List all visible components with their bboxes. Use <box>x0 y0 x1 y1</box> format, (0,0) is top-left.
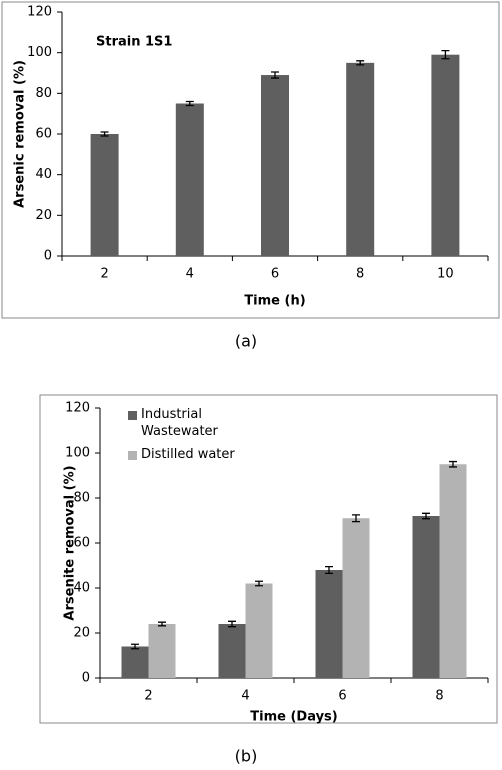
error-bar <box>449 460 457 468</box>
y-tick-label: 60 <box>35 127 52 142</box>
y-tick-label: 0 <box>82 671 90 686</box>
legend-item: Distilled water <box>141 447 235 462</box>
error-bar <box>325 565 333 575</box>
y-tick-label: 0 <box>44 249 52 264</box>
x-tick-label: 4 <box>241 689 249 704</box>
bar <box>346 62 375 257</box>
x-tick-label: 4 <box>186 267 194 282</box>
x-tick-label: 6 <box>338 689 346 704</box>
x-tick-label: 6 <box>271 267 279 282</box>
bar <box>218 624 246 678</box>
y-tick-label: 60 <box>73 536 90 551</box>
caption: (a) <box>235 332 257 351</box>
error-bar <box>100 131 109 137</box>
bar <box>431 54 460 257</box>
x-axis-label: Time (h) <box>244 294 305 309</box>
caption: (b) <box>235 747 258 766</box>
y-axis-label: Arsenite removal (%) <box>63 465 78 620</box>
bar <box>342 518 370 678</box>
error-bar <box>131 643 139 650</box>
error-bar <box>158 621 166 627</box>
y-tick-label: 100 <box>27 45 52 60</box>
legend-label: Distilled water <box>141 447 235 462</box>
y-tick-label: 40 <box>73 581 90 596</box>
x-axis-label: Time (Days) <box>250 710 337 725</box>
bar <box>245 583 273 678</box>
legend-swatch <box>128 411 137 420</box>
y-tick-label: 20 <box>73 626 90 641</box>
error-bar <box>422 512 430 520</box>
annotation: Strain 1S1 <box>96 35 172 50</box>
bar <box>90 134 119 256</box>
error-bar <box>441 49 450 60</box>
error-bar <box>356 60 365 66</box>
bar <box>412 516 440 678</box>
bar <box>148 624 176 678</box>
bar <box>175 103 204 256</box>
x-tick-label: 8 <box>356 267 364 282</box>
legend-item: Industrial Wastewater <box>141 407 218 439</box>
legend-label: Industrial Wastewater <box>141 407 218 439</box>
error-bar <box>228 620 236 628</box>
y-tick-label: 20 <box>35 208 52 223</box>
error-bar <box>271 71 279 79</box>
x-tick-label: 2 <box>100 267 108 282</box>
bar <box>261 75 289 257</box>
legend-swatch <box>128 451 137 460</box>
y-tick-label: 120 <box>27 5 52 20</box>
x-tick-label: 8 <box>435 689 443 704</box>
y-axis-label: Arsenic removal (%) <box>13 60 28 208</box>
error-bar <box>352 514 360 523</box>
y-tick-label: 40 <box>35 167 52 182</box>
frame-b <box>39 394 498 724</box>
bar <box>439 464 467 678</box>
error-bar <box>185 100 194 107</box>
y-tick-label: 80 <box>35 86 52 101</box>
y-tick-label: 100 <box>65 446 90 461</box>
y-tick-label: 80 <box>73 491 90 506</box>
frame-a <box>1 1 500 319</box>
bar <box>315 570 343 678</box>
bar <box>121 646 149 678</box>
x-tick-label: 10 <box>437 267 454 282</box>
y-tick-label: 120 <box>65 401 90 416</box>
x-tick-label: 2 <box>144 689 152 704</box>
error-bar <box>255 580 263 587</box>
